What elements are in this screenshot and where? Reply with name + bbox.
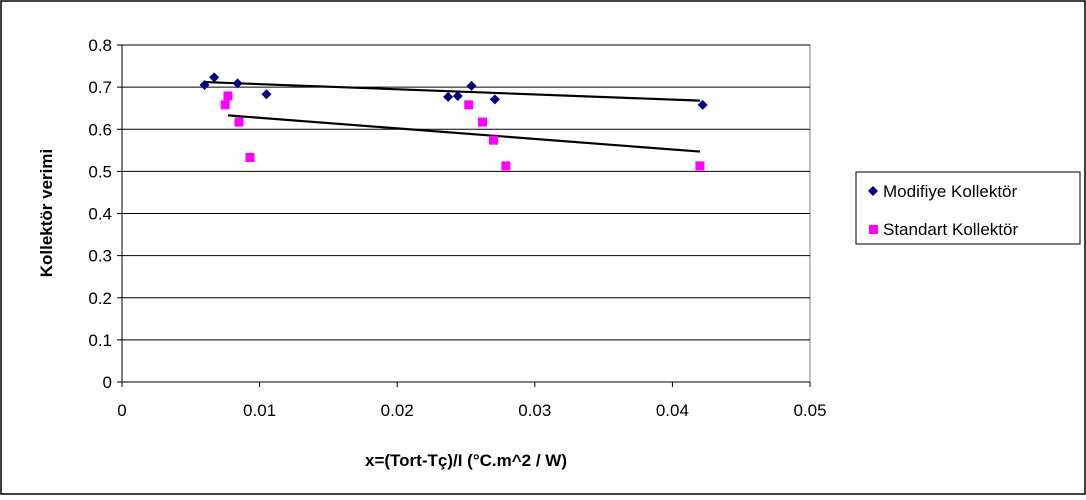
x-axis-title: x=(Tort-Tç)/I (°C.m^2 / W) bbox=[365, 451, 567, 470]
y-tick-label: 0.7 bbox=[88, 78, 112, 97]
legend-box bbox=[855, 171, 1081, 245]
data-point-modifiye bbox=[452, 90, 463, 101]
x-tick-labels: 0 0.01 0.02 0.03 0.04 0.05 bbox=[117, 401, 826, 420]
legend-label-standart: Standart Kollektör bbox=[883, 220, 1018, 239]
data-point-standart bbox=[223, 91, 233, 101]
x-tick-label: 0 bbox=[117, 401, 126, 420]
data-point-standart bbox=[220, 100, 230, 110]
trendline-modifiye bbox=[204, 80, 700, 102]
legend-marker-modifiye bbox=[868, 186, 878, 196]
axes bbox=[117, 44, 811, 387]
data-point-standart bbox=[489, 135, 499, 145]
data-point-modifiye bbox=[697, 99, 708, 110]
legend-label-modifiye: Modifiye Kollektör bbox=[883, 182, 1018, 201]
x-tick-label: 0.01 bbox=[243, 401, 276, 420]
y-axis-title: Kollektör verimi bbox=[37, 149, 56, 278]
data-point-modifiye bbox=[489, 94, 500, 105]
data-point-standart bbox=[695, 161, 705, 171]
trendlines bbox=[204, 80, 701, 153]
legend: Modifiye Kollektör Standart Kollektör bbox=[855, 171, 1081, 245]
y-tick-label: 0.5 bbox=[88, 162, 112, 181]
data-point-modifiye bbox=[443, 91, 454, 102]
y-tick-label: 0.4 bbox=[88, 205, 112, 224]
y-tick-label: 0.6 bbox=[88, 120, 112, 139]
grid-lines bbox=[122, 44, 810, 341]
data-points bbox=[199, 72, 708, 171]
x-tick-label: 0.04 bbox=[656, 401, 689, 420]
data-point-standart bbox=[234, 117, 244, 127]
y-tick-label: 0.8 bbox=[88, 36, 112, 55]
y-tick-label: 0.1 bbox=[88, 331, 112, 350]
data-point-modifiye bbox=[232, 78, 243, 89]
data-point-standart bbox=[501, 161, 511, 171]
data-point-modifiye bbox=[466, 80, 477, 91]
y-tick-labels: 0 0.1 0.2 0.3 0.4 0.5 0.6 0.7 0.8 bbox=[88, 36, 112, 392]
y-tick-label: 0 bbox=[103, 373, 112, 392]
y-tick-label: 0.2 bbox=[88, 289, 112, 308]
y-tick-label: 0.3 bbox=[88, 247, 112, 266]
data-point-standart bbox=[464, 100, 474, 110]
x-tick-label: 0.05 bbox=[793, 401, 826, 420]
data-point-standart bbox=[478, 117, 488, 127]
legend-marker-standart bbox=[869, 225, 878, 234]
x-tick-label: 0.02 bbox=[381, 401, 414, 420]
data-point-modifiye bbox=[199, 80, 210, 91]
trendline-standart bbox=[227, 114, 701, 153]
x-tick-label: 0.03 bbox=[518, 401, 551, 420]
data-point-standart bbox=[245, 152, 255, 162]
data-point-modifiye bbox=[209, 72, 220, 83]
data-point-modifiye bbox=[261, 89, 272, 100]
